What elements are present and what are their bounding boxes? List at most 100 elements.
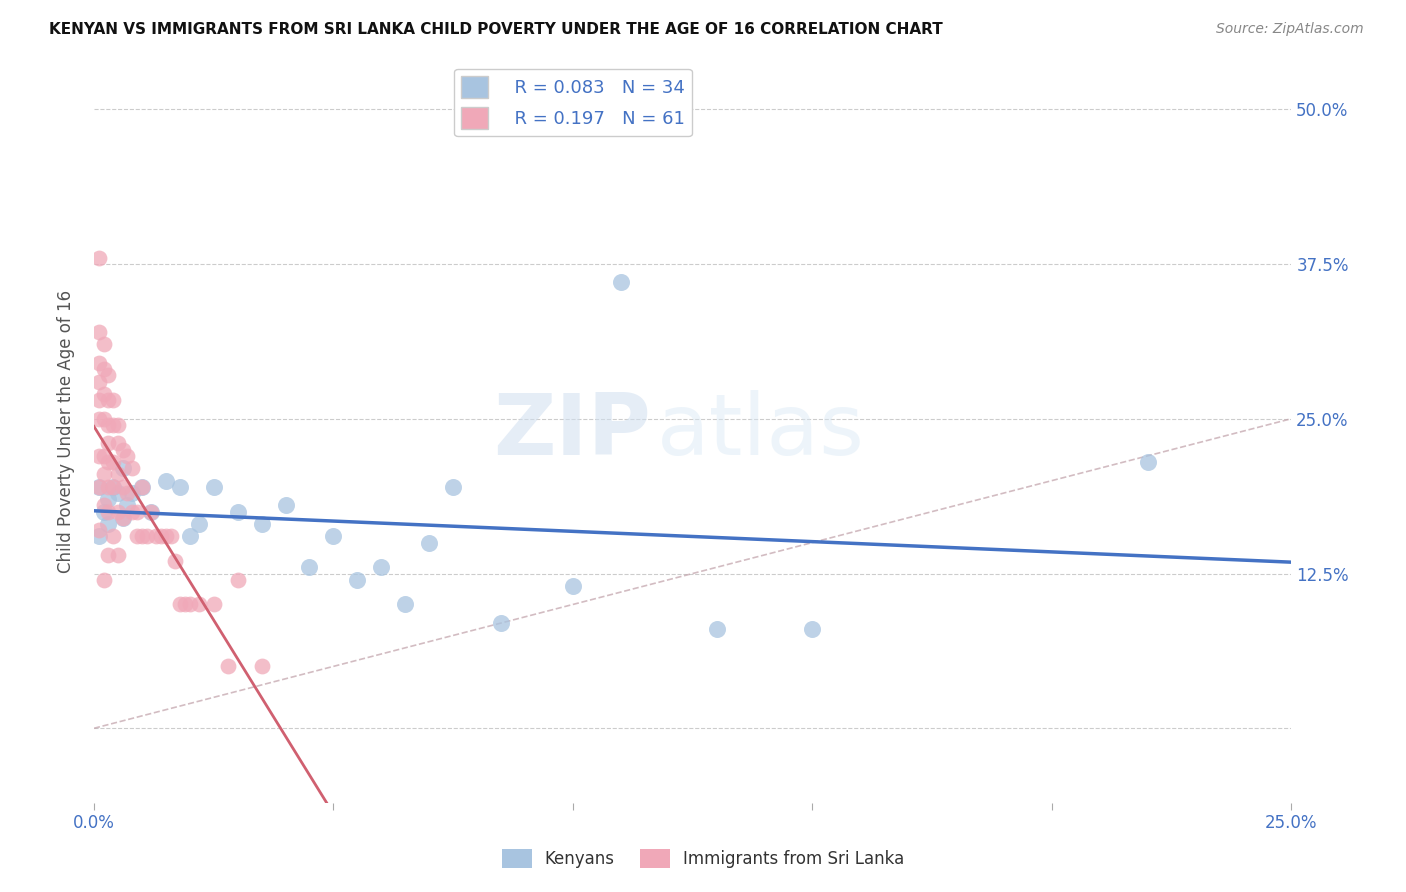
Point bbox=[322, 529, 344, 543]
Point bbox=[87, 529, 110, 543]
Point bbox=[346, 573, 368, 587]
Point bbox=[97, 417, 120, 432]
Point bbox=[101, 417, 124, 432]
Point bbox=[188, 516, 211, 531]
Point bbox=[111, 461, 134, 475]
Point bbox=[141, 505, 163, 519]
Point bbox=[217, 659, 239, 673]
Point bbox=[159, 529, 181, 543]
Point bbox=[87, 449, 110, 463]
Point bbox=[101, 455, 124, 469]
Point bbox=[489, 615, 512, 630]
Point bbox=[298, 560, 321, 574]
Point bbox=[226, 573, 249, 587]
Legend: Kenyans, Immigrants from Sri Lanka: Kenyans, Immigrants from Sri Lanka bbox=[495, 843, 911, 875]
Point bbox=[97, 368, 120, 383]
Point bbox=[117, 449, 139, 463]
Point bbox=[202, 480, 225, 494]
Text: atlas: atlas bbox=[657, 390, 865, 473]
Point bbox=[101, 393, 124, 408]
Point bbox=[179, 529, 201, 543]
Point bbox=[441, 480, 464, 494]
Point bbox=[135, 529, 157, 543]
Point bbox=[174, 598, 197, 612]
Point bbox=[111, 510, 134, 524]
Point bbox=[107, 548, 129, 562]
Point bbox=[561, 579, 583, 593]
Point bbox=[394, 598, 416, 612]
Point bbox=[97, 436, 120, 450]
Point bbox=[117, 486, 139, 500]
Point bbox=[370, 560, 392, 574]
Point bbox=[87, 325, 110, 339]
Point bbox=[250, 516, 273, 531]
Point bbox=[107, 467, 129, 482]
Point bbox=[111, 510, 134, 524]
Point bbox=[155, 474, 177, 488]
Point bbox=[226, 505, 249, 519]
Point bbox=[1136, 455, 1159, 469]
Point bbox=[93, 573, 115, 587]
Point bbox=[131, 480, 153, 494]
Y-axis label: Child Poverty Under the Age of 16: Child Poverty Under the Age of 16 bbox=[58, 290, 75, 573]
Point bbox=[97, 516, 120, 531]
Point bbox=[179, 598, 201, 612]
Point bbox=[93, 362, 115, 376]
Point bbox=[149, 529, 172, 543]
Point bbox=[97, 480, 120, 494]
Point bbox=[131, 480, 153, 494]
Text: KENYAN VS IMMIGRANTS FROM SRI LANKA CHILD POVERTY UNDER THE AGE OF 16 CORRELATIO: KENYAN VS IMMIGRANTS FROM SRI LANKA CHIL… bbox=[49, 22, 943, 37]
Point bbox=[706, 622, 728, 636]
Point bbox=[87, 523, 110, 537]
Point bbox=[111, 442, 134, 457]
Point bbox=[801, 622, 824, 636]
Point bbox=[125, 529, 148, 543]
Point bbox=[87, 411, 110, 425]
Point bbox=[418, 535, 440, 549]
Point bbox=[101, 480, 124, 494]
Point bbox=[93, 337, 115, 351]
Point bbox=[107, 436, 129, 450]
Point bbox=[93, 387, 115, 401]
Point bbox=[610, 276, 633, 290]
Point bbox=[202, 598, 225, 612]
Point bbox=[107, 505, 129, 519]
Point bbox=[87, 251, 110, 265]
Point bbox=[101, 480, 124, 494]
Point bbox=[87, 393, 110, 408]
Point bbox=[155, 529, 177, 543]
Point bbox=[125, 505, 148, 519]
Point bbox=[169, 480, 191, 494]
Point bbox=[87, 480, 110, 494]
Text: ZIP: ZIP bbox=[494, 390, 651, 473]
Point bbox=[141, 505, 163, 519]
Point bbox=[121, 486, 143, 500]
Point bbox=[93, 505, 115, 519]
Point bbox=[97, 505, 120, 519]
Point bbox=[93, 467, 115, 482]
Point bbox=[121, 505, 143, 519]
Point bbox=[188, 598, 211, 612]
Point bbox=[97, 393, 120, 408]
Point bbox=[87, 356, 110, 370]
Point bbox=[87, 480, 110, 494]
Legend:   R = 0.083   N = 34,   R = 0.197   N = 61: R = 0.083 N = 34, R = 0.197 N = 61 bbox=[454, 69, 692, 136]
Point bbox=[107, 417, 129, 432]
Point bbox=[121, 461, 143, 475]
Point bbox=[97, 492, 120, 507]
Point bbox=[97, 455, 120, 469]
Point bbox=[169, 598, 191, 612]
Point bbox=[274, 499, 297, 513]
Point bbox=[93, 449, 115, 463]
Point bbox=[107, 486, 129, 500]
Point bbox=[111, 480, 134, 494]
Point bbox=[117, 499, 139, 513]
Text: Source: ZipAtlas.com: Source: ZipAtlas.com bbox=[1216, 22, 1364, 37]
Point bbox=[101, 529, 124, 543]
Point bbox=[250, 659, 273, 673]
Point bbox=[131, 529, 153, 543]
Point bbox=[93, 499, 115, 513]
Point bbox=[87, 375, 110, 389]
Point bbox=[97, 548, 120, 562]
Point bbox=[93, 411, 115, 425]
